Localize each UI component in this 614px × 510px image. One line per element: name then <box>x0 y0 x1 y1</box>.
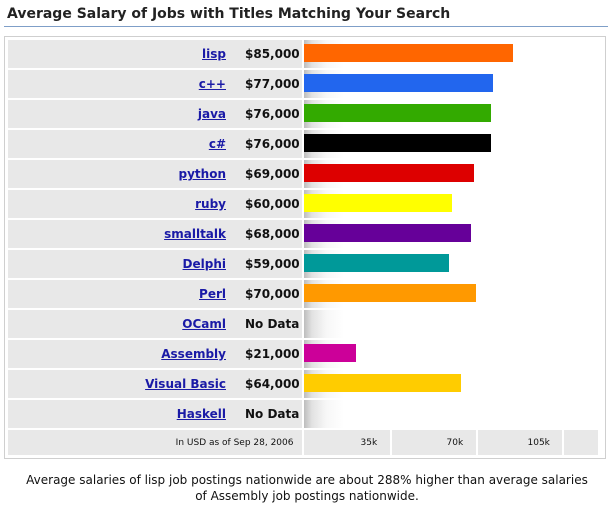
row-label-cell: c++ $77,000 <box>8 70 302 98</box>
bar-track <box>303 40 598 68</box>
salary-summary: Average salaries of lisp job postings na… <box>26 473 588 503</box>
data-label: $60,000 <box>245 197 300 211</box>
row-label-cell: Perl $70,000 <box>8 280 302 308</box>
category-link[interactable]: c++ <box>198 77 226 91</box>
bar-row: Delphi $59,000 <box>8 250 598 278</box>
bar <box>303 374 461 392</box>
row-label-cell: OCaml No Data <box>8 310 302 338</box>
bar <box>303 344 356 362</box>
row-label-cell: Visual Basic $64,000 <box>8 370 302 398</box>
category-link[interactable]: Haskell <box>176 407 226 421</box>
data-label: $77,000 <box>245 77 300 91</box>
bar-track <box>303 400 598 428</box>
row-label-cell: ruby $60,000 <box>8 190 302 218</box>
data-label: $64,000 <box>245 377 300 391</box>
bar-row: smalltalk $68,000 <box>8 220 598 248</box>
bar-track <box>303 160 598 188</box>
row-label-cell: java $76,000 <box>8 100 302 128</box>
data-label: $76,000 <box>245 107 300 121</box>
row-label-cell: python $69,000 <box>8 160 302 188</box>
axis-ticks: 35k 70k 105k <box>303 430 598 455</box>
data-label: $68,000 <box>245 227 300 241</box>
category-link[interactable]: smalltalk <box>164 227 226 241</box>
row-label-cell: Delphi $59,000 <box>8 250 302 278</box>
row-label-cell: lisp $85,000 <box>8 40 302 68</box>
bar-row: c# $76,000 <box>8 130 598 158</box>
bar <box>303 134 491 152</box>
bar-row: python $69,000 <box>8 160 598 188</box>
row-label-cell: smalltalk $68,000 <box>8 220 302 248</box>
bar <box>303 74 493 92</box>
bar-row: ruby $60,000 <box>8 190 598 218</box>
bar-row: Perl $70,000 <box>8 280 598 308</box>
bar <box>303 254 449 272</box>
category-link[interactable]: java <box>197 107 226 121</box>
bar-row: Haskell No Data <box>8 400 598 428</box>
data-label: No Data <box>245 317 300 331</box>
category-link[interactable]: ruby <box>195 197 226 211</box>
bar-row: lisp $85,000 <box>8 40 598 68</box>
bar <box>303 194 452 212</box>
category-link[interactable]: OCaml <box>182 317 226 331</box>
row-label-cell: Assembly $21,000 <box>8 340 302 368</box>
tick-label: 35k <box>360 438 378 448</box>
data-label: $69,000 <box>245 167 300 181</box>
bar <box>303 104 491 122</box>
bar-track <box>303 190 598 218</box>
bar-row: OCaml No Data <box>8 310 598 338</box>
category-link[interactable]: lisp <box>202 47 226 61</box>
bar-track <box>303 220 598 248</box>
row-label-cell: Haskell No Data <box>8 400 302 428</box>
bar <box>303 224 471 242</box>
tick-label: 70k <box>446 438 464 448</box>
data-label: $21,000 <box>245 347 300 361</box>
category-link[interactable]: Perl <box>199 287 226 301</box>
bar-track <box>303 370 598 398</box>
tick-separator <box>475 430 478 455</box>
category-link[interactable]: python <box>178 167 226 181</box>
row-label-cell: c# $76,000 <box>8 130 302 158</box>
bar-track <box>303 250 598 278</box>
data-label: No Data <box>245 407 300 421</box>
bar-track <box>303 310 598 338</box>
bar-row: java $76,000 <box>8 100 598 128</box>
category-link[interactable]: Delphi <box>182 257 226 271</box>
category-link[interactable]: Visual Basic <box>145 377 226 391</box>
category-link[interactable]: Assembly <box>161 347 226 361</box>
tick-separator <box>561 430 564 455</box>
data-label: $85,000 <box>245 47 300 61</box>
tick-separator <box>389 430 392 455</box>
bar-track <box>303 130 598 158</box>
tick-label: 105k <box>527 438 550 448</box>
currency-note: In USD as of Sep 28, 2006 <box>8 430 302 455</box>
title-divider <box>4 26 608 27</box>
bar <box>303 284 476 302</box>
chart-title: Average Salary of Jobs with Titles Match… <box>7 6 451 22</box>
bar-track <box>303 70 598 98</box>
category-link[interactable]: c# <box>208 137 226 151</box>
data-label: $76,000 <box>245 137 300 151</box>
data-label: $59,000 <box>245 257 300 271</box>
bar <box>303 44 513 62</box>
axis-footer: In USD as of Sep 28, 2006 35k 70k 105k <box>8 430 598 455</box>
bar-track <box>303 100 598 128</box>
bar-row: Assembly $21,000 <box>8 340 598 368</box>
bar-row: c++ $77,000 <box>8 70 598 98</box>
bar-track <box>303 280 598 308</box>
data-label: $70,000 <box>245 287 300 301</box>
bar-track <box>303 340 598 368</box>
bar-row: Visual Basic $64,000 <box>8 370 598 398</box>
bar <box>303 164 474 182</box>
